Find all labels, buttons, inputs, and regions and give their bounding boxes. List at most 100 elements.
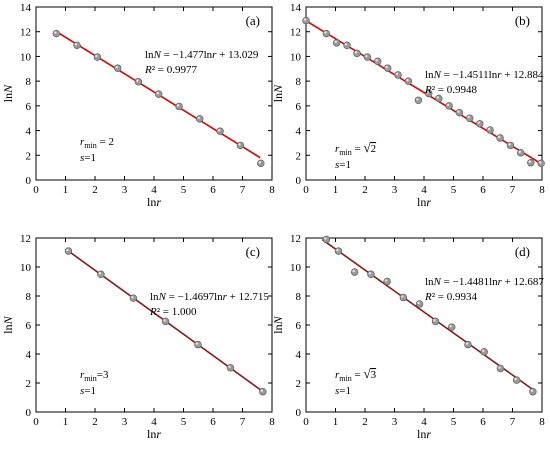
y-tick-label: 12 xyxy=(290,233,301,245)
x-axis-label: lnr xyxy=(417,427,431,441)
x-tick-label: 1 xyxy=(333,416,339,428)
data-point xyxy=(373,57,382,66)
data-point-highlight xyxy=(66,248,69,252)
data-point xyxy=(431,317,440,326)
y-tick-label: 14 xyxy=(290,2,302,14)
data-point xyxy=(537,159,545,168)
x-tick-label: 0 xyxy=(303,416,309,428)
x-tick-label: 1 xyxy=(63,416,69,428)
data-point-highlight xyxy=(163,319,166,322)
y-tick-label: 0 xyxy=(26,407,32,419)
y-tick-label: 12 xyxy=(20,27,31,39)
x-tick-label: 5 xyxy=(181,184,187,196)
data-point-highlight xyxy=(384,279,388,282)
data-point-highlight xyxy=(98,272,102,275)
x-tick-label: 5 xyxy=(451,416,457,428)
data-point-highlight xyxy=(385,65,388,69)
data-point-highlight xyxy=(401,295,404,298)
data-point-highlight xyxy=(365,54,368,58)
data-point xyxy=(394,71,402,79)
y-tick-label: 2 xyxy=(296,150,302,162)
r-squared: R² = 0.9948 xyxy=(424,84,477,96)
data-point xyxy=(517,149,525,157)
fit-equation: lnN = −1.4511lnr + 12.884 xyxy=(425,69,544,81)
data-point xyxy=(114,64,122,72)
data-point xyxy=(302,16,310,25)
data-point-highlight xyxy=(508,143,511,146)
x-tick-label: 7 xyxy=(510,416,516,428)
plot-frame xyxy=(35,6,273,181)
x-tick-label: 3 xyxy=(122,184,128,196)
x-tick-label: 6 xyxy=(210,416,216,428)
data-point-highlight xyxy=(375,59,378,62)
data-point-highlight xyxy=(467,116,470,119)
data-point-highlight xyxy=(217,128,221,132)
data-point xyxy=(52,29,61,38)
data-point xyxy=(448,323,456,331)
data-point-highlight xyxy=(74,43,78,46)
param-s: s=1 xyxy=(335,385,351,397)
data-point-highlight xyxy=(457,110,460,113)
data-point-highlight xyxy=(433,319,436,322)
data-point-highlight xyxy=(195,342,199,345)
data-point xyxy=(476,120,484,128)
data-point-highlight xyxy=(334,40,337,44)
data-point-highlight xyxy=(528,160,531,163)
data-point xyxy=(486,126,494,134)
data-point xyxy=(414,96,423,104)
x-axis-label: lnr xyxy=(147,427,161,441)
param-rmin: rmin=3 xyxy=(80,369,109,383)
data-point-highlight xyxy=(354,51,358,54)
data-point-highlight xyxy=(368,272,372,275)
data-point xyxy=(480,348,488,356)
data-point xyxy=(257,159,265,168)
y-tick-label: 8 xyxy=(26,76,32,88)
y-tick-label: 10 xyxy=(20,51,32,63)
data-point-highlight xyxy=(260,389,264,392)
y-tick-label: 12 xyxy=(290,27,301,39)
y-tick-label: 12 xyxy=(20,233,31,245)
data-point xyxy=(529,388,537,396)
x-tick-label: 1 xyxy=(333,184,339,196)
data-point xyxy=(236,141,245,150)
x-tick-label: 8 xyxy=(269,416,275,428)
data-point-highlight xyxy=(538,161,542,164)
panel-label: (b) xyxy=(515,13,530,28)
y-tick-label: 10 xyxy=(290,262,302,274)
data-point-highlight xyxy=(477,121,480,124)
data-point-highlight xyxy=(352,269,355,273)
fit-equation: lnN = −1.4697lnr + 12.715 xyxy=(150,291,269,303)
data-point xyxy=(97,270,105,278)
y-tick-label: 6 xyxy=(296,101,302,113)
data-point xyxy=(334,247,343,255)
data-point xyxy=(404,77,413,85)
data-point-highlight xyxy=(426,91,429,94)
data-point xyxy=(73,41,81,50)
data-point xyxy=(455,108,464,117)
data-point xyxy=(259,388,267,396)
data-point-highlight xyxy=(238,143,241,146)
x-tick-label: 6 xyxy=(480,184,486,196)
data-point xyxy=(93,53,102,61)
data-point-highlight xyxy=(465,342,469,345)
data-point-highlight xyxy=(156,91,159,95)
fit-equation: lnN = −1.477lnr + 13.029 xyxy=(145,49,259,61)
data-point-highlight xyxy=(95,54,98,58)
y-tick-label: 0 xyxy=(296,175,302,187)
x-tick-label: 8 xyxy=(269,184,275,196)
data-point xyxy=(194,340,202,349)
data-point xyxy=(226,364,235,372)
data-point xyxy=(350,268,359,276)
data-point-highlight xyxy=(487,127,491,131)
x-axis-label: lnr xyxy=(147,195,161,209)
x-tick-label: 7 xyxy=(240,184,246,196)
x-tick-label: 0 xyxy=(33,416,39,428)
data-point xyxy=(383,277,391,286)
panel-label: (d) xyxy=(515,244,530,259)
y-axis-label: lnN xyxy=(1,84,15,102)
data-point xyxy=(175,102,183,111)
data-point-highlight xyxy=(324,237,327,240)
